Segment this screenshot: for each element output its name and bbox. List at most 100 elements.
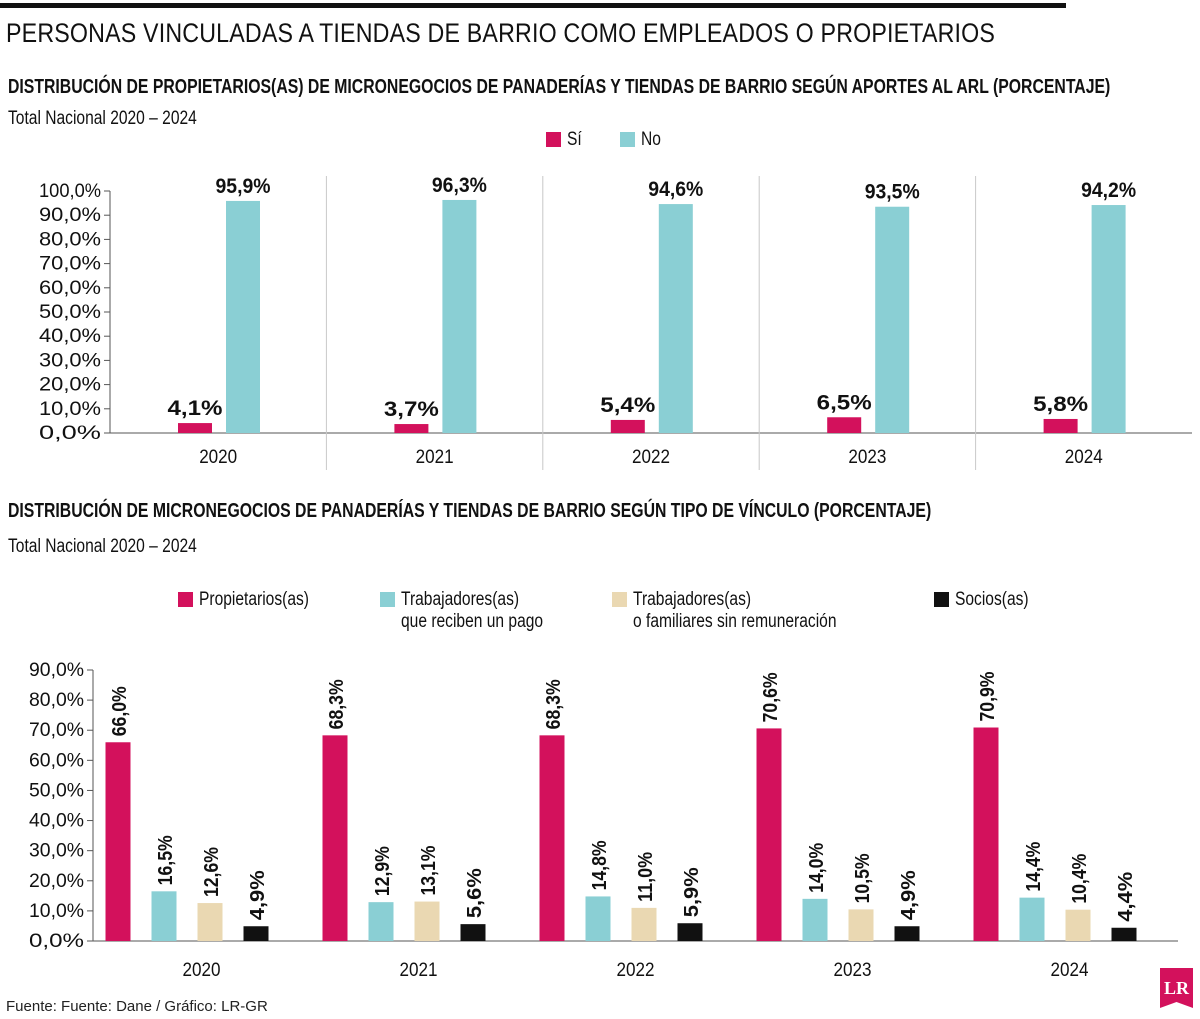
chart2-data-label: 10,5% — [852, 853, 874, 903]
chart2-data-label: 68,3% — [543, 679, 565, 729]
chart2-ytick-label: 10,0% — [29, 901, 84, 922]
chart1-data-label: 94,6% — [648, 178, 703, 201]
chart2-legend-trabajadores-pago: Trabajadores(as) que reciben un pago — [380, 589, 574, 633]
chart1-category-label: 2024 — [1065, 447, 1103, 468]
chart1-bar — [1043, 418, 1078, 433]
chart1-ytick-label: 20,0% — [39, 375, 101, 396]
chart2-bar — [460, 924, 486, 941]
chart1-category-label: 2022 — [632, 447, 670, 468]
chart2-bar — [368, 902, 394, 941]
chart2-bar — [322, 735, 348, 941]
chart2-category-label: 2020 — [183, 960, 221, 981]
chart1-ytick-label: 60,0% — [39, 278, 101, 299]
chart2-data-label: 10,4% — [1069, 854, 1091, 904]
chart2-data-label: 68,3% — [326, 679, 348, 729]
chart2-data-label: 14,0% — [806, 843, 828, 893]
chart1-data-label: 4,1% — [168, 397, 223, 420]
chart2-data-label: 14,8% — [589, 840, 611, 890]
chart2-data-label: 4,9% — [247, 870, 269, 920]
chart2-data-label: 70,9% — [977, 671, 999, 721]
chart1-legend-si: Sí — [546, 129, 585, 151]
chart1-ytick-label: 90,0% — [39, 205, 101, 226]
chart2-data-label: 70,6% — [760, 672, 782, 722]
chart2-category-label: 2021 — [400, 960, 438, 981]
chart1-bar — [442, 199, 477, 433]
chart2-data-label: 5,6% — [464, 868, 486, 918]
legend-label-propietarios: Propietarios(as) — [199, 589, 309, 610]
chart2-data-label: 16,5% — [155, 835, 177, 885]
chart2-bar — [802, 898, 828, 941]
legend-label-si: Sí — [567, 129, 582, 150]
chart2-category-label: 2022 — [617, 960, 655, 981]
chart2-bar — [894, 926, 920, 941]
chart2-ytick-label: 70,0% — [29, 720, 84, 741]
chart2-bar — [414, 901, 440, 941]
chart1-bar — [827, 417, 862, 433]
chart2-data-label: 13,1% — [418, 845, 440, 895]
chart2-bar — [105, 742, 131, 941]
chart2-category-label: 2024 — [1051, 960, 1089, 981]
chart1-bar — [875, 206, 910, 433]
chart2-ytick-label: 60,0% — [29, 750, 84, 771]
chart1-subtitle: Total Nacional 2020 – 2024 — [8, 108, 197, 129]
chart2-bar — [1065, 909, 1091, 941]
chart2-ytick-label: 30,0% — [29, 841, 84, 862]
chart2-bar — [631, 907, 657, 941]
source-note: Fuente: Fuente: Dane / Gráfico: LR-GR — [6, 998, 268, 1015]
chart2-ytick-label: 0,0% — [29, 931, 84, 952]
chart1-data-label: 6,5% — [817, 391, 872, 414]
chart1-ytick-label: 40,0% — [39, 326, 101, 347]
legend-swatch-trabajadores-pago — [380, 592, 395, 607]
chart1-legend-no: No — [620, 129, 665, 151]
chart2-ytick-label: 20,0% — [29, 871, 84, 892]
legend-swatch-socios — [934, 592, 949, 607]
chart2-ytick-label: 80,0% — [29, 690, 84, 711]
chart2-subtitle: Total Nacional 2020 – 2024 — [8, 536, 197, 557]
chart2-legend-socios: Socios(as) — [934, 589, 1045, 611]
chart1-bar — [394, 424, 429, 433]
chart2-bar — [585, 896, 611, 941]
chart1-category-label: 2020 — [199, 447, 237, 468]
legend-swatch-no — [620, 132, 635, 147]
top-rule — [0, 3, 1066, 8]
chart1-data-label: 5,4% — [600, 394, 655, 417]
chart2-bar — [539, 735, 565, 941]
chart1-ytick-label: 10,0% — [39, 399, 101, 420]
legend-label-trabajadores-sin-remuneracion: Trabajadores(as) o familiares sin remune… — [633, 589, 837, 632]
chart2-data-label: 66,0% — [109, 686, 131, 736]
chart2-legend-propietarios: Propietarios(as) — [178, 589, 333, 611]
chart2-ytick-label: 90,0% — [29, 660, 84, 681]
chart1-category-label: 2021 — [416, 447, 454, 468]
chart1-bar — [226, 200, 260, 433]
chart2-bar — [197, 903, 223, 941]
chart1-bar — [610, 419, 645, 433]
chart2-data-label: 11,0% — [635, 852, 657, 902]
chart2-bar — [1111, 927, 1137, 941]
chart2-bar — [756, 728, 782, 941]
chart2-legend-trabajadores-sin-remuneracion: Trabajadores(as) o familiares sin remune… — [612, 589, 881, 633]
legend-swatch-trabajadores-sin-remuneracion — [612, 592, 627, 607]
chart1-category-label: 2023 — [848, 447, 886, 468]
page-title: PERSONAS VINCULADAS A TIENDAS DE BARRIO … — [6, 18, 996, 48]
chart1-data-label: 3,7% — [384, 398, 439, 421]
chart2-data-label: 12,9% — [372, 846, 394, 896]
chart1-title: DISTRIBUCIÓN DE PROPIETARIOS(AS) DE MICR… — [8, 76, 1111, 98]
chart2-data-label: 4,4% — [1115, 872, 1137, 922]
chart1-ytick-label: 100,0% — [39, 181, 101, 202]
chart2-bar — [848, 909, 874, 941]
chart1-ytick-label: 70,0% — [39, 254, 101, 275]
chart1-bar — [178, 423, 212, 433]
lr-logo: LR — [1160, 968, 1193, 1008]
chart1-data-label: 93,5% — [865, 181, 920, 204]
chart2-data-label: 4,9% — [898, 870, 920, 920]
legend-label-socios: Socios(as) — [955, 589, 1029, 610]
chart1-ytick-label: 50,0% — [39, 302, 101, 323]
chart2-ytick-label: 50,0% — [29, 780, 84, 801]
legend-swatch-si — [546, 132, 561, 147]
chart1-data-label: 5,8% — [1033, 393, 1088, 416]
chart1-ytick-label: 80,0% — [39, 229, 101, 250]
legend-label-trabajadores-pago: Trabajadores(as) que reciben un pago — [401, 589, 544, 632]
chart2-bar — [973, 727, 999, 941]
chart2-bar — [1019, 897, 1045, 941]
